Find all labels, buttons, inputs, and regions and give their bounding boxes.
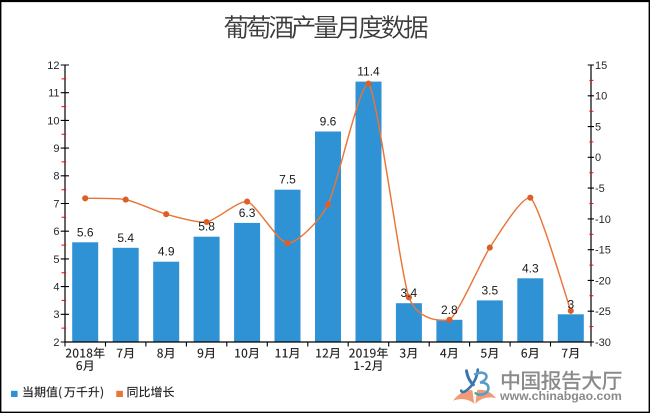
svg-text:3: 3 (53, 309, 59, 321)
svg-text:5.8: 5.8 (198, 220, 215, 234)
svg-text:4: 4 (53, 282, 59, 294)
svg-text:9.6: 9.6 (320, 115, 337, 129)
svg-text:6.3: 6.3 (239, 206, 256, 220)
svg-text:15: 15 (595, 60, 607, 72)
svg-text:5.4: 5.4 (117, 231, 134, 245)
svg-text:3: 3 (567, 297, 574, 311)
svg-text:8: 8 (53, 171, 59, 183)
svg-text:11: 11 (48, 88, 59, 100)
svg-text:11.4: 11.4 (357, 65, 380, 79)
svg-text:10: 10 (595, 91, 607, 103)
svg-text:2.8: 2.8 (441, 303, 458, 317)
svg-text:5: 5 (595, 122, 601, 134)
svg-text:-20: -20 (595, 275, 611, 287)
svg-text:12: 12 (47, 60, 59, 72)
svg-text:5: 5 (53, 254, 59, 266)
svg-text:4.9: 4.9 (158, 245, 175, 259)
svg-text:0: 0 (595, 152, 601, 164)
svg-text:-25: -25 (595, 306, 611, 318)
svg-text:www.chinabgao.com: www.chinabgao.com (499, 389, 622, 403)
svg-text:-15: -15 (595, 245, 611, 257)
svg-text:3.5: 3.5 (481, 283, 498, 297)
svg-text:7: 7 (53, 198, 59, 210)
svg-text:5.6: 5.6 (77, 225, 94, 239)
svg-text:6: 6 (53, 226, 59, 238)
svg-text:-5: -5 (595, 183, 605, 195)
svg-text:-10: -10 (595, 214, 611, 226)
svg-text:-30: -30 (595, 337, 611, 349)
svg-text:4.3: 4.3 (522, 261, 539, 275)
svg-text:2: 2 (53, 337, 59, 349)
svg-text:9: 9 (53, 143, 59, 155)
svg-text:3.4: 3.4 (401, 286, 418, 300)
svg-text:10: 10 (47, 115, 59, 127)
svg-text:7.5: 7.5 (279, 173, 296, 187)
